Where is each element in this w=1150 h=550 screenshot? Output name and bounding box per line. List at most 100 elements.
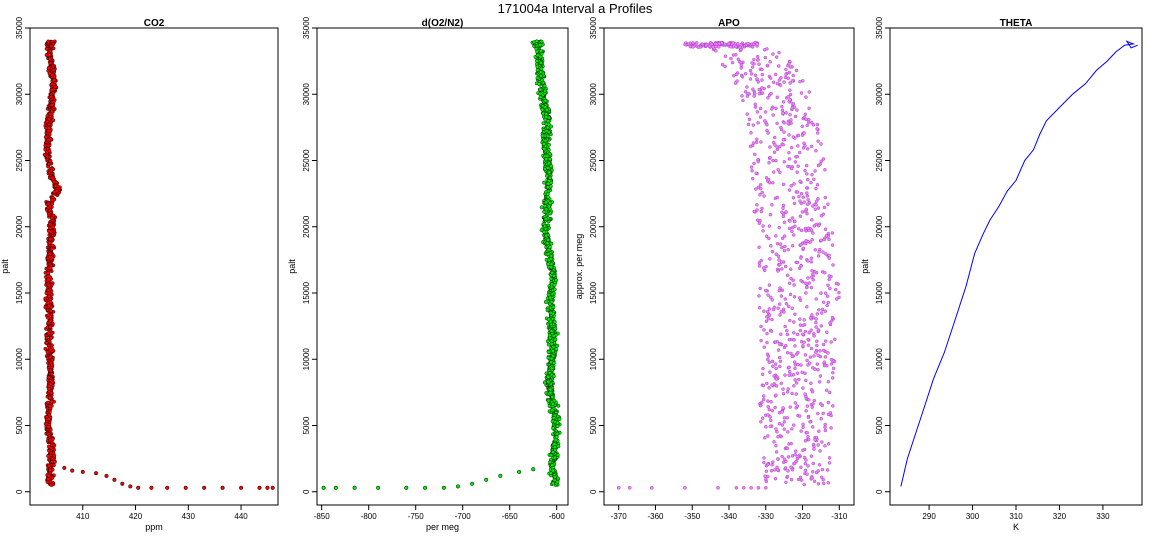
data-point <box>778 302 782 306</box>
data-point <box>811 278 815 282</box>
data-point <box>752 94 756 98</box>
data-point <box>49 88 54 92</box>
data-point <box>793 344 797 348</box>
data-point <box>799 228 804 233</box>
data-point <box>751 141 756 145</box>
data-point <box>762 328 766 332</box>
data-point <box>811 272 815 276</box>
data-point <box>805 191 809 195</box>
data-point <box>778 359 783 363</box>
data-point <box>805 211 809 216</box>
plot-frame <box>316 27 569 506</box>
data-point <box>48 266 53 271</box>
data-point <box>758 115 763 119</box>
data-point <box>809 260 814 264</box>
data-point <box>819 214 824 218</box>
data-point <box>799 191 804 196</box>
data-point <box>551 468 555 473</box>
data-point <box>165 485 170 490</box>
data-point <box>767 224 772 228</box>
data-point <box>545 185 550 190</box>
y-tick-label: 15000 <box>302 281 311 304</box>
data-point <box>542 146 546 151</box>
data-point <box>804 409 808 413</box>
data-point <box>769 329 774 333</box>
data-point <box>550 270 554 275</box>
data-point <box>404 485 409 490</box>
data-point <box>760 190 764 195</box>
data-point <box>806 177 810 182</box>
data-point <box>814 186 818 191</box>
data-point <box>48 318 53 323</box>
data-point <box>826 202 830 206</box>
data-point <box>786 247 790 252</box>
data-point <box>51 224 55 229</box>
data-point <box>811 204 815 208</box>
data-point <box>808 316 813 320</box>
data-point <box>767 160 771 165</box>
data-point <box>549 366 554 371</box>
data-point <box>803 439 808 443</box>
data-point <box>826 380 831 384</box>
data-point <box>48 347 53 352</box>
data-point <box>757 87 761 92</box>
data-point <box>822 360 827 364</box>
data-point <box>549 329 554 333</box>
data-point <box>44 335 49 340</box>
x-tick-label: 420 <box>129 512 143 521</box>
data-point <box>547 151 552 156</box>
data-point <box>808 361 812 365</box>
data-point <box>790 391 794 396</box>
data-point <box>781 387 785 391</box>
data-point <box>535 59 539 63</box>
data-point <box>553 455 557 460</box>
y-tick-label: 35000 <box>302 16 311 39</box>
data-point <box>810 218 814 222</box>
data-point <box>787 226 792 231</box>
data-point <box>769 244 773 248</box>
data-point <box>792 233 796 237</box>
data-point <box>546 355 551 360</box>
data-point <box>779 125 783 130</box>
data-point <box>782 460 786 465</box>
data-point <box>543 88 548 93</box>
data-point <box>47 409 52 414</box>
data-point <box>786 94 790 99</box>
data-point <box>549 356 554 361</box>
data-point <box>770 409 775 413</box>
data-point <box>765 310 770 314</box>
data-point <box>806 226 810 230</box>
data-point <box>535 76 540 80</box>
data-point <box>49 399 54 404</box>
data-point <box>820 307 825 312</box>
data-point <box>786 387 790 391</box>
data-point <box>777 411 782 415</box>
data-point <box>782 248 787 253</box>
x-tick-label: 410 <box>76 512 90 521</box>
data-point <box>52 443 57 448</box>
data-point <box>814 222 818 227</box>
data-point <box>795 260 800 265</box>
data-point <box>746 41 750 46</box>
data-point <box>760 400 764 405</box>
data-point <box>782 427 786 431</box>
data-point <box>48 428 53 432</box>
data-point <box>816 353 820 357</box>
data-point <box>784 67 788 72</box>
data-point <box>543 224 547 229</box>
data-point <box>735 79 739 83</box>
data-point <box>782 80 786 84</box>
data-point <box>50 343 54 348</box>
data-point <box>749 131 753 135</box>
data-point <box>793 378 797 382</box>
data-point <box>544 200 549 205</box>
data-point <box>555 424 560 428</box>
data-point <box>772 140 776 145</box>
data-point <box>545 173 549 178</box>
data-point <box>740 75 745 79</box>
data-point <box>774 72 778 77</box>
data-point <box>765 340 769 345</box>
data-point <box>826 300 830 305</box>
data-point <box>758 192 762 197</box>
data-point <box>548 390 553 395</box>
